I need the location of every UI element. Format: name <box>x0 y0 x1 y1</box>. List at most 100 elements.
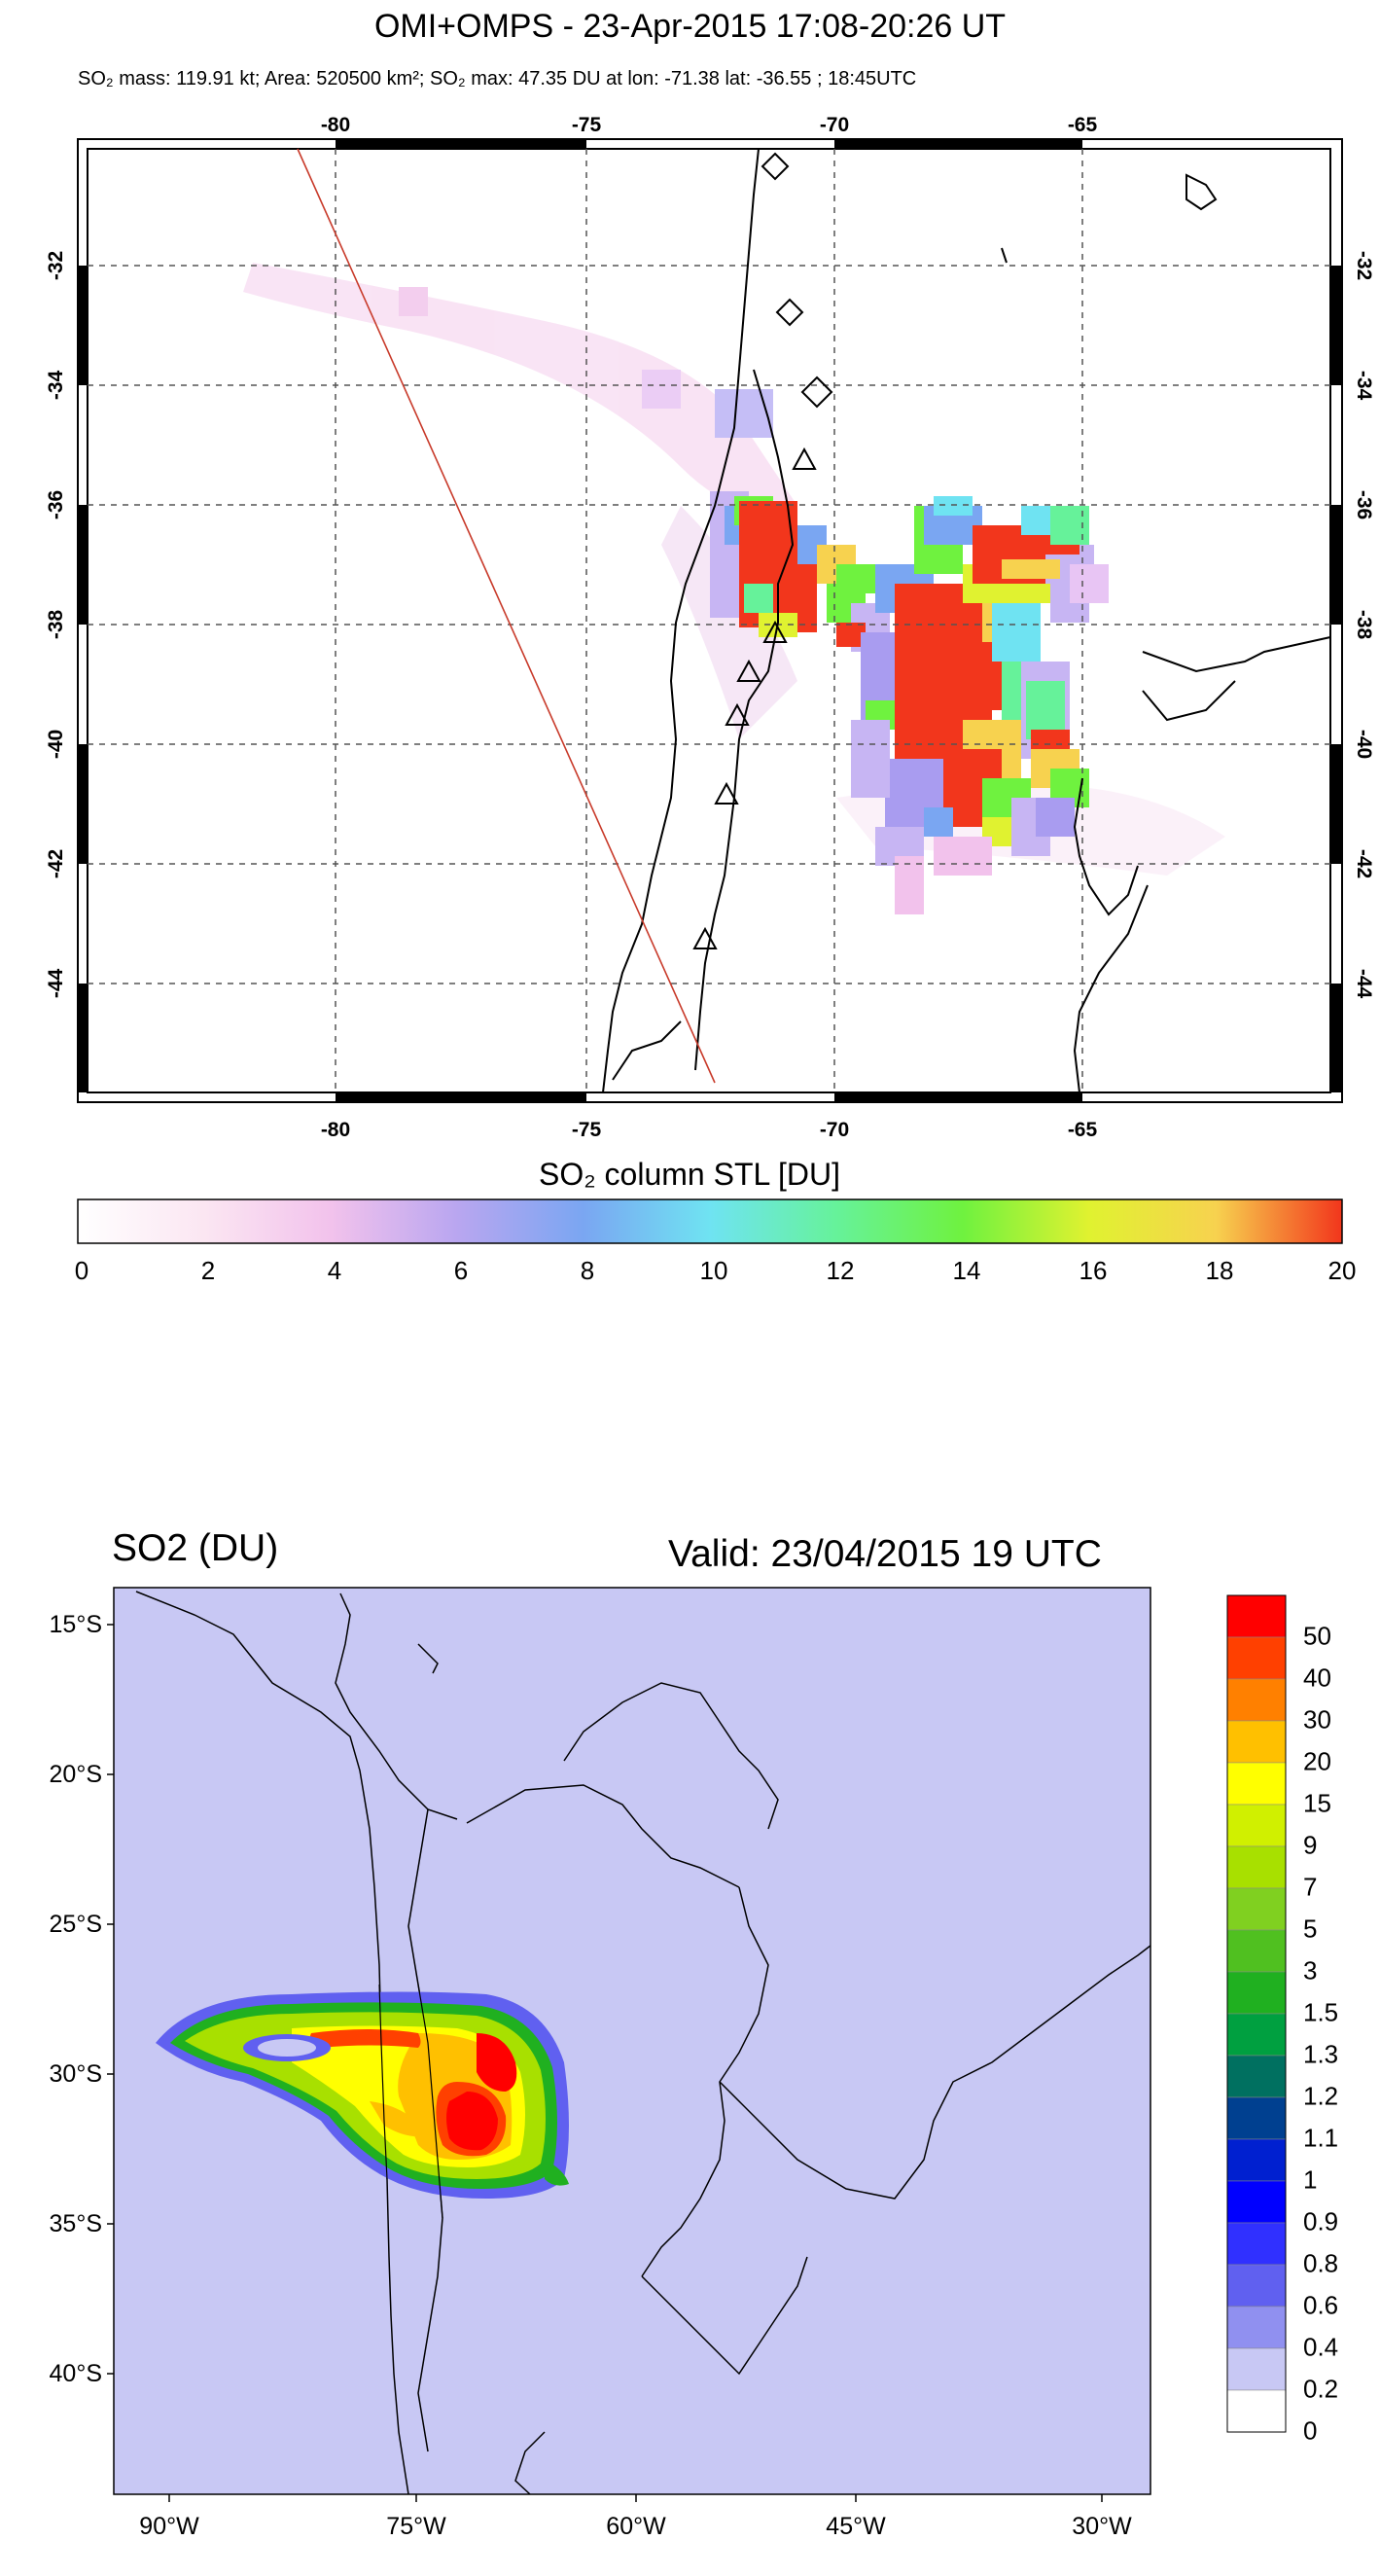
legend-label: 0.2 <box>1303 2375 1338 2404</box>
top-map-satellite-track <box>297 148 716 1084</box>
lat-tick: -36 <box>45 490 67 519</box>
lat-tick: -40 <box>45 730 67 759</box>
lon-tick: -75 <box>572 1119 602 1141</box>
lat-tick: -42 <box>45 849 67 878</box>
legend-swatch <box>1226 2138 1287 2182</box>
legend-swatch <box>1226 2264 1287 2308</box>
colorbar-ticks: 0 2 4 6 8 10 12 14 16 18 20 <box>75 1256 1357 1285</box>
bottom-map-lon-ticks: 90°W 75°W 60°W 45°W 30°W <box>139 2513 1132 2540</box>
legend-label: 3 <box>1303 1956 1317 1986</box>
triangle-marker <box>762 620 788 643</box>
lat-tick: -44 <box>1353 969 1375 999</box>
top-map-lat-ticks-right: -32 -34 -36 -38 -40 -42 -44 <box>1353 251 1375 999</box>
bottom-map-valid-time: Valid: 23/04/2015 19 UTC <box>668 1533 1102 1575</box>
legend-swatch <box>1226 2180 1287 2224</box>
lon-tick: -80 <box>321 114 350 136</box>
legend-swatch <box>1226 1678 1287 1722</box>
diamond-marker <box>800 376 833 409</box>
legend-label: 5 <box>1303 1914 1317 1944</box>
colorbar-tick: 14 <box>953 1256 981 1285</box>
lat-tick: -42 <box>1353 849 1375 878</box>
legend-label: 1.2 <box>1303 2082 1338 2111</box>
lat-tick: 15°S <box>50 1611 102 1638</box>
legend-frame <box>1226 1594 1287 2433</box>
bottom-map: 15°S 20°S 25°S 30°S 35°S 40°S 90°W 75°W … <box>50 1587 1338 2540</box>
top-map-title: OMI+OMPS - 23-Apr-2015 17:08-20:26 UT <box>373 8 1007 45</box>
lon-tick: 75°W <box>386 2513 446 2540</box>
colorbar-tick: 0 <box>75 1256 88 1285</box>
diamond-marker <box>761 152 790 181</box>
legend-swatch <box>1226 2055 1287 2098</box>
legend-label: 1.5 <box>1303 1998 1338 2027</box>
colorbar-tick: 20 <box>1328 1256 1357 1285</box>
legend-swatch <box>1226 2222 1287 2266</box>
legend-swatch <box>1226 1762 1287 1806</box>
lon-tick: 60°W <box>606 2513 666 2540</box>
triangle-marker <box>792 447 817 470</box>
colorbar-gradient <box>77 1199 1343 1244</box>
lon-tick: 90°W <box>139 2513 199 2540</box>
legend-swatch <box>1226 2347 1287 2391</box>
legend-label: 7 <box>1303 1873 1317 1902</box>
lon-tick: -70 <box>820 1119 849 1141</box>
legend-label: 1 <box>1303 2165 1317 2195</box>
colorbar-tick: 16 <box>1079 1256 1108 1285</box>
top-map: -80 -75 -70 -65 -80 -75 -70 -65 -32 -34 … <box>45 114 1375 1285</box>
legend-label: 0.6 <box>1303 2291 1338 2320</box>
lat-tick: -32 <box>1353 251 1375 280</box>
lat-tick: -32 <box>45 251 67 280</box>
bottom-map-legend: 50 40 30 20 15 9 7 5 3 1.5 1.3 1.2 1.1 1 0.9 0.8 0.6 0.4 0… <box>1226 1594 1338 2446</box>
top-map-axis-bars <box>78 139 1342 1102</box>
lon-tick: -65 <box>1068 1119 1098 1141</box>
legend-swatch <box>1226 2389 1287 2433</box>
legend-label: 40 <box>1303 1664 1331 1693</box>
colorbar-tick: 2 <box>201 1256 215 1285</box>
top-map-lat-ticks-left: -32 -34 -36 -38 -40 -42 -44 <box>45 251 67 998</box>
legend-label: 0.8 <box>1303 2249 1338 2278</box>
lon-tick: -80 <box>321 1119 350 1141</box>
colorbar-tick: 10 <box>700 1256 728 1285</box>
colorbar-tick: 12 <box>827 1256 855 1285</box>
legend-label: 0 <box>1303 2416 1317 2446</box>
top-map-lon-ticks-top: -80 -75 -70 -65 <box>321 114 1098 136</box>
legend-label: 1.3 <box>1303 2040 1338 2069</box>
triangle-marker <box>714 781 739 805</box>
legend-label: 0.9 <box>1303 2207 1338 2236</box>
colorbar-tick: 6 <box>454 1256 468 1285</box>
colorbar-title: SO₂ column STL [DU] <box>539 1157 840 1192</box>
legend-swatch <box>1226 1887 1287 1931</box>
bottom-map-lat-tick-marks <box>107 1624 114 2375</box>
top-map-lon-ticks-bottom: -80 -75 -70 -65 <box>321 1119 1098 1141</box>
top-map-subtitle: SO₂ mass: 119.91 kt; Area: 520500 km²; S… <box>78 68 917 89</box>
bottom-map-title: SO2 (DU) <box>112 1527 279 1569</box>
colorbar-tick: 4 <box>328 1256 341 1285</box>
legend-swatch <box>1226 2013 1287 2057</box>
colorbar-tick: 8 <box>581 1256 594 1285</box>
lat-tick: 30°S <box>50 2060 102 2088</box>
lat-tick: 40°S <box>50 2360 102 2387</box>
top-map-coastline <box>602 148 1331 1093</box>
lon-tick: 45°W <box>826 2513 886 2540</box>
lat-tick: 20°S <box>50 1761 102 1788</box>
lat-tick: -44 <box>45 969 67 999</box>
legend-swatch <box>1226 1636 1287 1680</box>
legend-swatch <box>1226 1720 1287 1764</box>
lon-tick: -65 <box>1068 114 1098 136</box>
legend-label: 30 <box>1303 1705 1331 1735</box>
lon-tick: -70 <box>820 114 849 136</box>
lat-tick: -34 <box>45 371 67 401</box>
lon-tick: 30°W <box>1072 2513 1132 2540</box>
lat-tick: -34 <box>1353 371 1375 401</box>
lat-tick: 35°S <box>50 2210 102 2237</box>
bottom-map-lat-ticks: 15°S 20°S 25°S 30°S 35°S 40°S <box>50 1611 102 2387</box>
legend-swatch <box>1226 1971 1287 2015</box>
bottom-map-lon-tick-marks <box>168 2494 1103 2502</box>
top-map-volcano-markers <box>692 152 833 949</box>
legend-label: 15 <box>1303 1789 1331 1818</box>
lat-tick: -40 <box>1353 730 1375 759</box>
lat-tick: -38 <box>1353 610 1375 640</box>
triangle-marker <box>725 702 750 726</box>
legend-swatch <box>1226 1804 1287 1847</box>
legend-swatch <box>1226 1845 1287 1889</box>
top-map-grid <box>88 149 1330 1092</box>
